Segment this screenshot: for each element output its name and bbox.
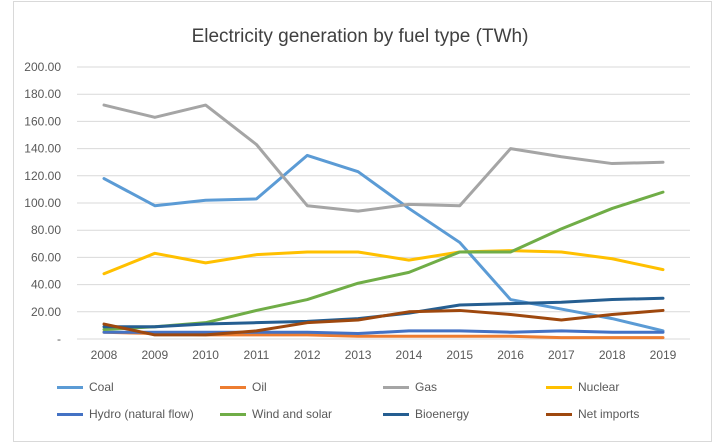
legend-label: Nuclear [578,380,620,394]
y-tick-label: 40.00 [31,278,61,292]
legend-swatch [57,385,83,389]
legend-swatch [220,412,246,416]
legend-label: Bioenergy [415,407,470,421]
x-tick-label: 2015 [446,348,473,362]
series-line-nuclear [102,249,665,276]
y-tick-label: - [57,332,61,346]
legend-item: Coal [57,380,114,394]
y-tick-label: 120.00 [24,169,61,183]
legend-item: Hydro (natural flow) [57,407,194,421]
x-tick-label: 2010 [192,348,219,362]
legend-item: Bioenergy [383,407,469,421]
chart-title: Electricity generation by fuel type (TWh… [191,26,529,47]
series-line-net-imports [102,308,665,337]
y-tick-label: 100.00 [24,196,61,210]
series-line-hydro-natural-flow- [102,329,665,336]
y-tick-label: 200.00 [24,60,61,74]
legend-label: Gas [415,380,438,394]
legend-label: Wind and solar [252,407,333,421]
legend-item: Net imports [546,407,639,421]
legend-swatch [220,385,246,389]
x-tick-label: 2012 [294,348,321,362]
legend-swatch [546,412,572,416]
y-tick-label: 180.00 [24,87,61,101]
legend-swatch [383,412,409,416]
y-tick-label: 160.00 [24,114,61,128]
x-tick-label: 2017 [548,348,575,362]
y-tick-label: 80.00 [31,223,61,237]
legend-label: Net imports [578,407,640,421]
chart-frame [13,1,712,442]
legend-label: Hydro (natural flow) [89,407,194,421]
legend-label: Coal [89,380,114,394]
x-tick-label: 2011 [244,348,270,362]
x-tick-label: 2008 [91,348,118,362]
x-tick-label: 2019 [650,348,677,362]
legend-item: Wind and solar [220,407,332,421]
legend-item: Nuclear [546,380,619,394]
x-tick-label: 2014 [396,348,423,362]
y-tick-label: 140.00 [24,142,61,156]
y-tick-label: 20.00 [31,305,61,319]
series-line-coal [102,153,665,333]
legend-swatch [383,385,409,389]
x-tick-label: 2016 [497,348,524,362]
x-tick-label: 2013 [345,348,372,362]
legend-swatch [57,412,83,416]
legend-swatch [546,385,572,389]
x-tick-label: 2009 [141,348,168,362]
x-tick-label: 2018 [599,348,626,362]
legend-item: Oil [220,380,267,394]
legend-item: Gas [383,380,437,394]
legend-label: Oil [252,380,267,394]
series-line-gas [102,103,665,213]
y-tick-label: 60.00 [31,250,61,264]
